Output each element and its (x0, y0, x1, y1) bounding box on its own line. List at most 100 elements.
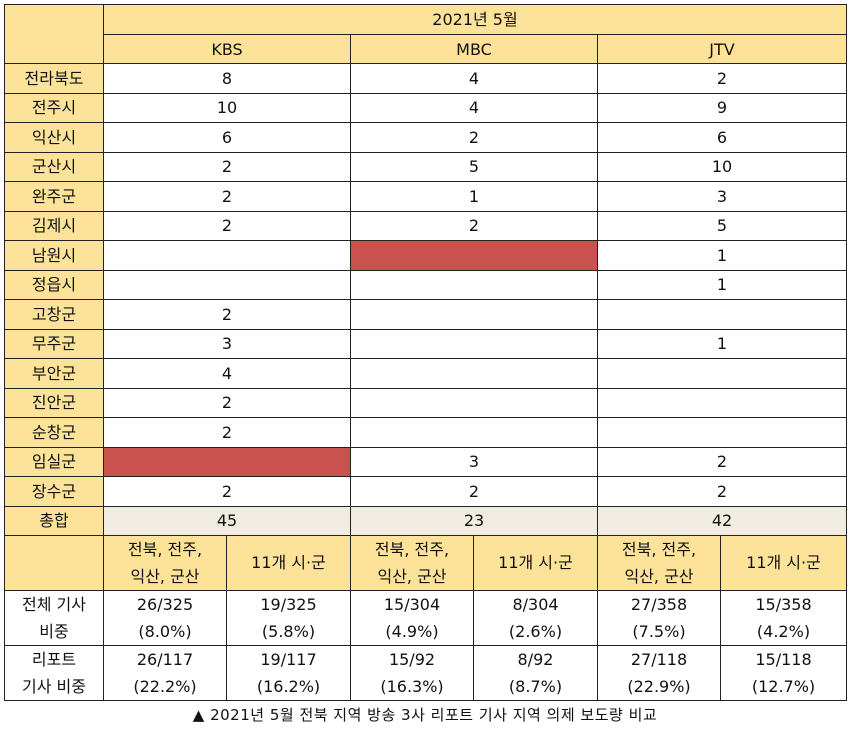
count-jtv: 2 (597, 446, 847, 478)
subheader-major-kbs: 전북, 전주, 익산, 군산 (103, 534, 227, 591)
share-percent: (22.9%) (627, 676, 691, 696)
region-row: 전주시 10 4 9 (4, 92, 847, 124)
station-header-mbc: MBC (350, 34, 598, 65)
share-count: 8/92 (517, 649, 554, 669)
share-percent: (5.8%) (261, 621, 316, 641)
region-name: 무주군 (4, 328, 104, 360)
share-percent: (2.6%) (508, 621, 563, 641)
subheader-line: 익산, 군산 (624, 566, 694, 586)
region-row: 순창군 2 (4, 417, 847, 448)
count-jtv (597, 387, 847, 419)
region-row: 익산시 6 2 6 (4, 122, 847, 153)
share-count: 27/118 (630, 649, 688, 669)
share-percent: (22.2%) (133, 676, 197, 696)
count-kbs: 2 (103, 299, 351, 330)
subheader-other-jtv: 11개 시·군 (720, 534, 847, 591)
count-mbc (350, 387, 598, 419)
region-name: 군산시 (4, 151, 104, 183)
period-header: 2021년 5월 (103, 3, 847, 36)
region-row: 군산시 2 5 10 (4, 151, 847, 183)
total-label: 총합 (4, 505, 104, 536)
region-row: 전라북도 8 4 2 (4, 63, 847, 94)
report-articles-label: 리포트 기사 비중 (4, 644, 104, 702)
share-count: 26/325 (136, 594, 194, 614)
report-share-cell: 15/92 (16.3%) (350, 644, 474, 702)
region-row: 부안군 4 (4, 358, 847, 389)
subheader-major-jtv: 전북, 전주, 익산, 군산 (597, 534, 721, 591)
count-mbc (350, 299, 598, 330)
report-articles-row: 리포트 기사 비중 26/117 (22.2%) 19/117 (16.2%) 15/92… (4, 644, 847, 702)
share-percent: (8.0%) (138, 621, 192, 641)
share-count: 15/358 (755, 594, 812, 614)
count-jtv: 5 (597, 210, 847, 242)
subheader-line: 익산, 군산 (130, 566, 200, 586)
count-kbs: 2 (103, 151, 351, 183)
count-mbc: 2 (350, 122, 598, 153)
all-share-cell: 8/304 (2.6%) (473, 589, 598, 646)
share-percent: (12.7%) (751, 676, 816, 696)
all-articles-row: 전체 기사 비중 26/325 (8.0%) 19/325 (5.8%) 15/304 (4… (4, 589, 847, 646)
count-jtv (597, 299, 847, 330)
subheader-line: 익산, 군산 (377, 566, 447, 586)
share-count: 15/92 (388, 649, 436, 669)
count-kbs: 2 (103, 476, 351, 507)
total-kbs: 45 (103, 505, 351, 536)
count-jtv: 1 (597, 269, 847, 301)
all-share-cell: 27/358 (7.5%) (597, 589, 721, 646)
region-row: 남원시 1 (4, 240, 847, 271)
share-percent: (8.7%) (508, 676, 563, 696)
report-share-cell: 8/92 (8.7%) (473, 644, 598, 702)
count-jtv: 10 (597, 151, 847, 183)
region-name: 순창군 (4, 417, 104, 448)
count-mbc: 5 (350, 151, 598, 183)
region-name: 부안군 (4, 358, 104, 389)
count-mbc (350, 240, 598, 271)
label-line: 리포트 (31, 649, 77, 669)
count-jtv: 1 (597, 328, 847, 360)
share-percent: (4.2%) (756, 621, 811, 641)
count-jtv: 6 (597, 122, 847, 153)
count-kbs: 2 (103, 181, 351, 212)
label-line: 비중 (39, 621, 69, 641)
count-jtv: 9 (597, 92, 847, 124)
count-kbs: 3 (103, 328, 351, 360)
subheader-line: 전북, 전주, (621, 539, 697, 559)
region-name: 김제시 (4, 210, 104, 242)
count-kbs (103, 240, 351, 271)
region-name: 완주군 (4, 181, 104, 212)
all-share-cell: 19/325 (5.8%) (226, 589, 351, 646)
subheader-major-mbc: 전북, 전주, 익산, 군산 (350, 534, 474, 591)
count-mbc: 2 (350, 210, 598, 242)
count-mbc: 4 (350, 92, 598, 124)
share-percent: (16.2%) (256, 676, 321, 696)
count-jtv: 1 (597, 240, 847, 271)
count-jtv: 3 (597, 181, 847, 212)
total-jtv: 42 (597, 505, 847, 536)
all-share-cell: 15/358 (4.2%) (720, 589, 847, 646)
region-name: 진안군 (4, 387, 104, 419)
count-mbc (350, 417, 598, 448)
region-name: 장수군 (4, 476, 104, 507)
region-rows: 전라북도 8 4 2 전주시 10 4 9 익산시 6 2 6 군산시 2 5 10 완주군 2 1 3 김제시 2 2 5 남… (4, 63, 847, 507)
region-row: 고창군 2 (4, 299, 847, 330)
subheader-other-mbc: 11개 시·군 (473, 534, 598, 591)
station-header-kbs: KBS (103, 34, 351, 65)
subheader-line: 전북, 전주, (374, 539, 450, 559)
count-kbs: 4 (103, 358, 351, 389)
share-count: 8/304 (512, 594, 559, 614)
label-line: 전체 기사 (22, 594, 86, 614)
region-name: 정읍시 (4, 269, 104, 301)
report-share-cell: 27/118 (22.9%) (597, 644, 721, 702)
report-share-cell: 19/117 (16.2%) (226, 644, 351, 702)
region-name: 고창군 (4, 299, 104, 330)
table-caption: ▲ 2021년 5월 전북 지역 방송 3사 리포트 기사 지역 의제 보도량 … (192, 706, 658, 724)
all-share-cell: 15/304 (4.9%) (350, 589, 474, 646)
share-count: 15/304 (383, 594, 441, 614)
share-count: 19/325 (260, 594, 317, 614)
count-kbs: 8 (103, 63, 351, 94)
count-kbs: 2 (103, 417, 351, 448)
subheader-other-kbs: 11개 시·군 (226, 534, 351, 591)
count-jtv: 2 (597, 476, 847, 507)
coverage-table: 2021년 5월 KBS MBC JTV 전라북도 8 4 2 전주시 10 4 9 익산시 6 2… (4, 3, 847, 702)
